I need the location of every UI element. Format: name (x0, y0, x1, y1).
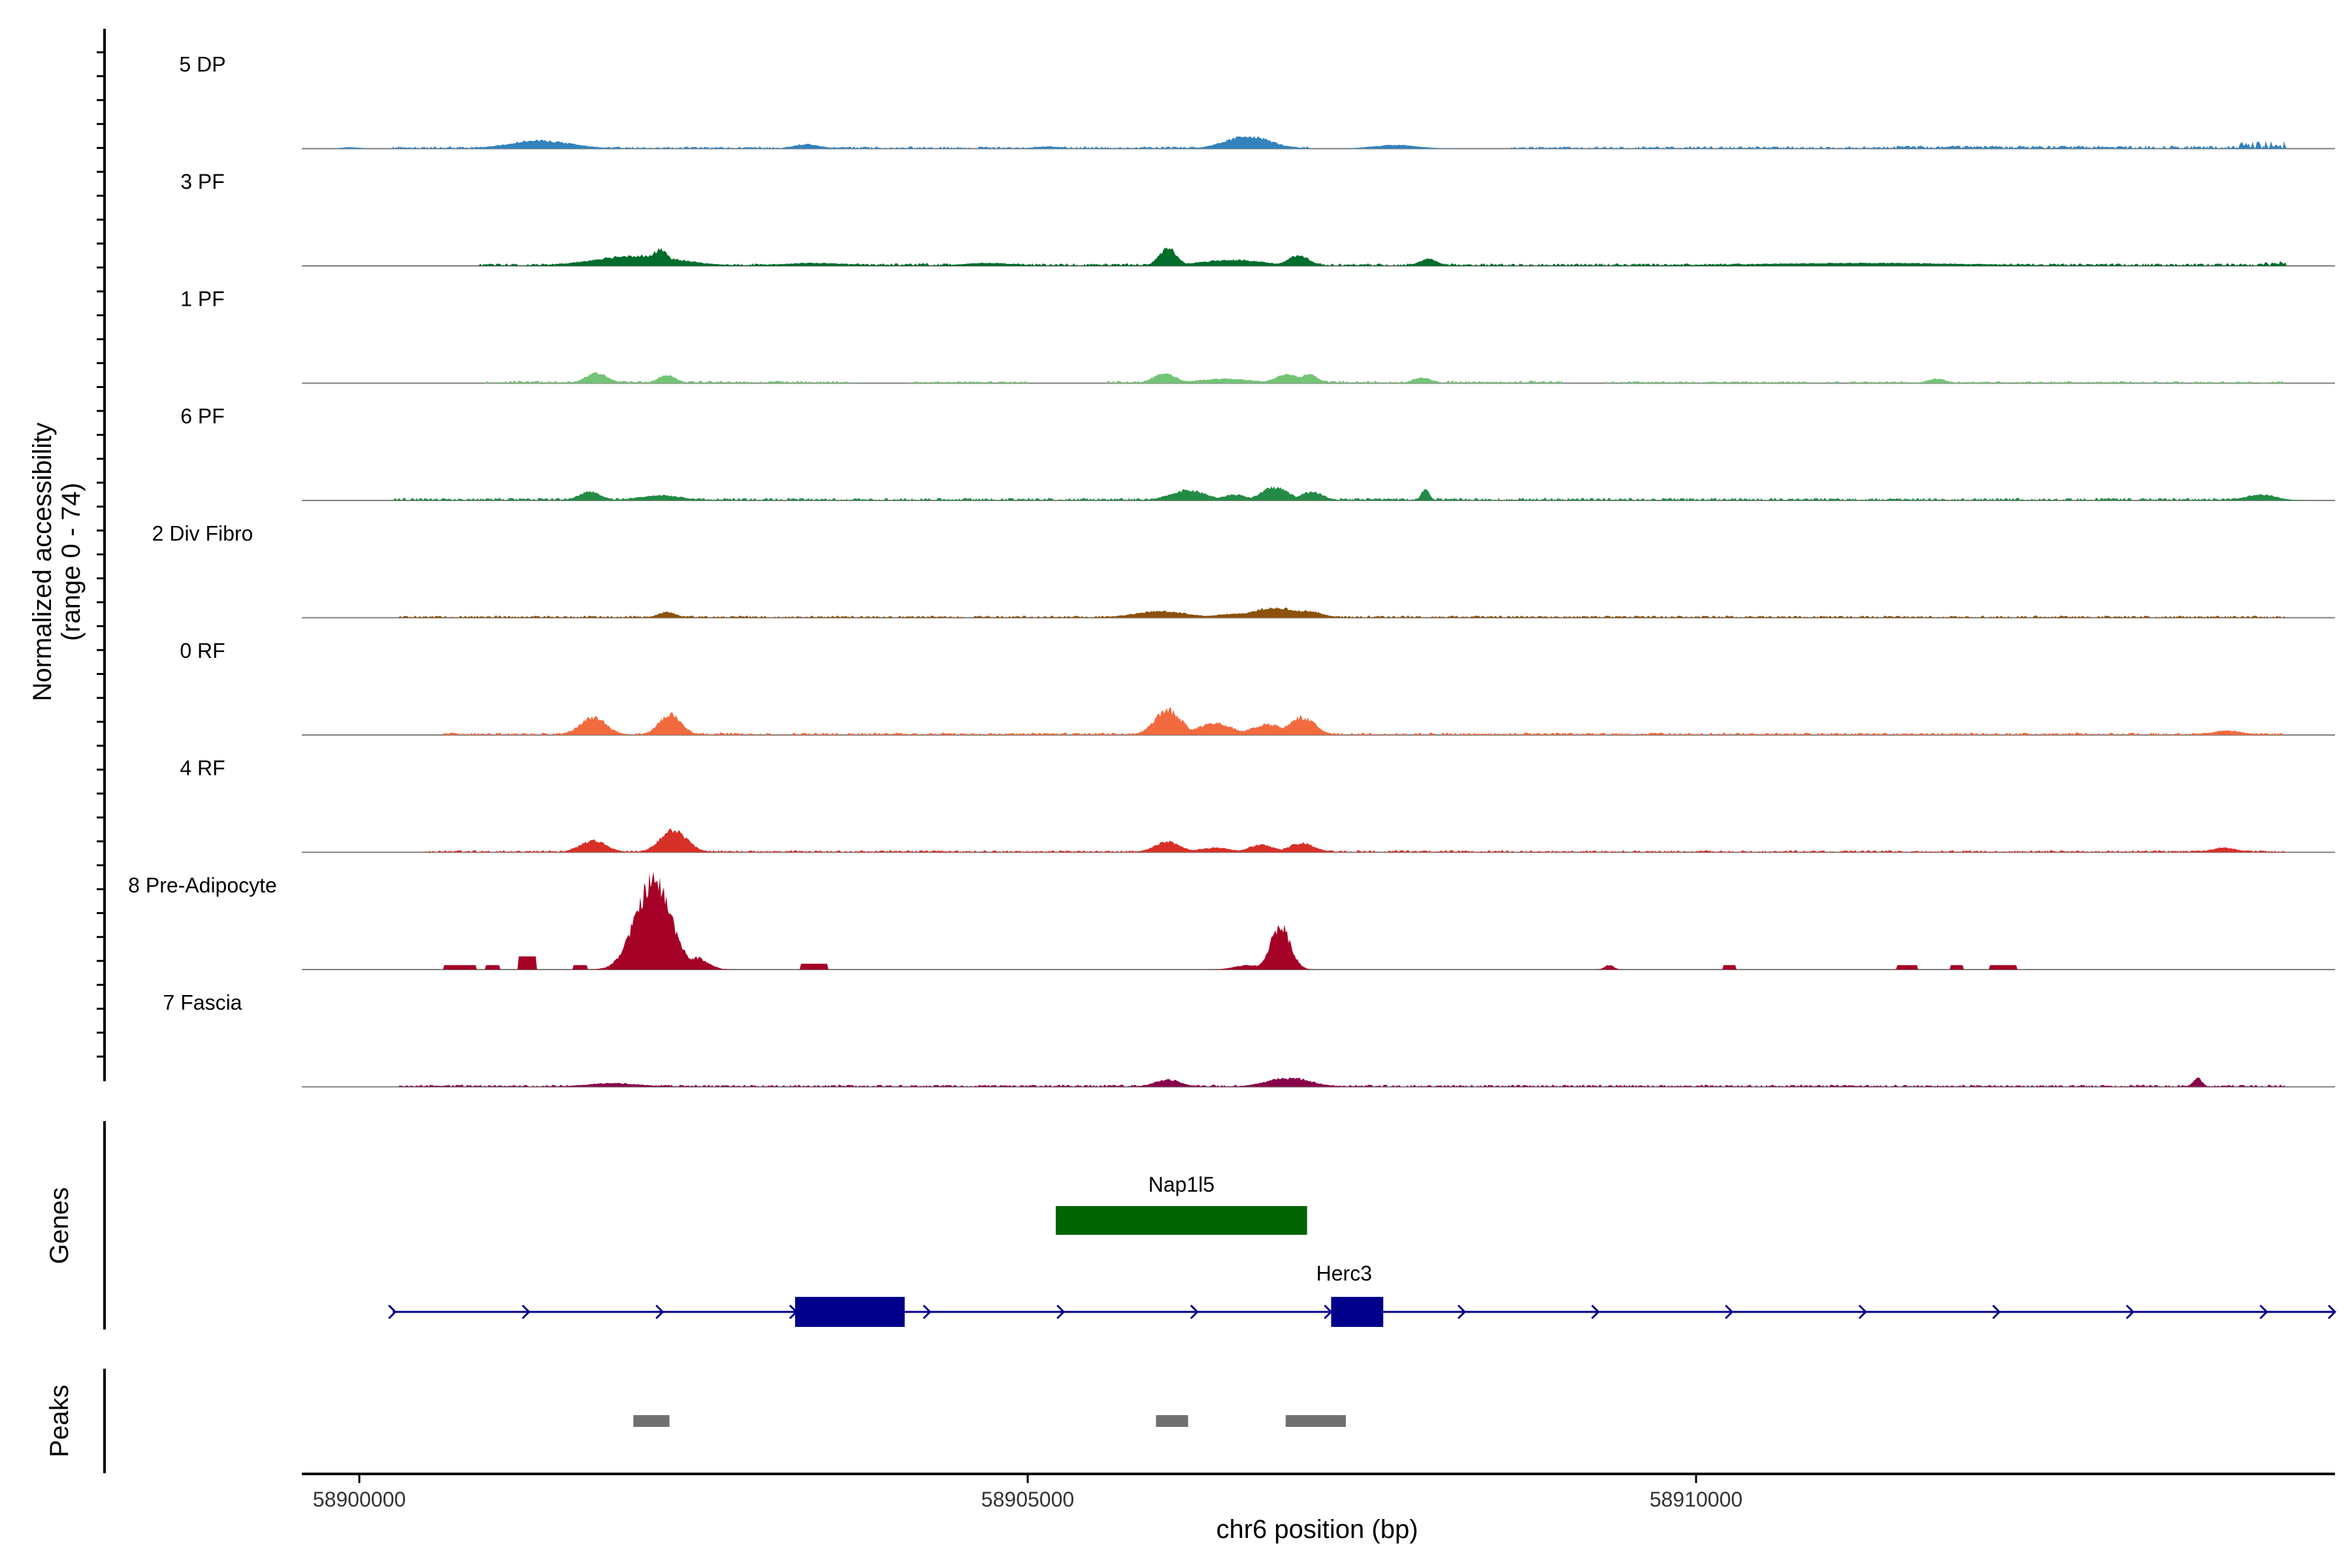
strand-arrow (388, 1304, 397, 1320)
gene-herc3: Herc3 (388, 1262, 2337, 1327)
strand-arrow (1725, 1304, 1734, 1320)
x-tick-label: 58900000 (313, 1488, 406, 1511)
gene-exon (1055, 1206, 1307, 1235)
coverage-tracks: 5 DP 3 PF 1 PF 6 PF 2 Div Fibro 0 RF 4 RF 8 Pre… (128, 53, 2335, 1088)
gene-label: Herc3 (1316, 1262, 1372, 1285)
gene-nap1l5: Nap1l5 (1055, 1173, 1307, 1235)
track-area-5 (302, 707, 2335, 735)
x-axis-title: chr6 position (bp) (1216, 1515, 1418, 1544)
strand-arrow (1324, 1304, 1333, 1320)
strand-arrow (1858, 1304, 1867, 1320)
track-area-7 (302, 872, 2335, 970)
y-axis-subtitle: (range 0 - 74) (57, 483, 86, 641)
track-label: 6 PF (180, 404, 225, 428)
strand-arrow (2259, 1304, 2268, 1320)
strand-arrow (2327, 1304, 2337, 1320)
peak-track (633, 1415, 1346, 1427)
track-0: 5 DP (179, 53, 2335, 150)
track-1: 3 PF (180, 170, 2335, 267)
track-8: 7 Fascia (163, 991, 2335, 1088)
track-area-3 (302, 486, 2335, 500)
gene-label: Nap1l5 (1149, 1173, 1215, 1196)
y-axis (97, 29, 106, 1081)
track-area-4 (302, 607, 2335, 618)
track-label: 1 PF (180, 287, 225, 311)
strand-arrow (1056, 1304, 1066, 1320)
track-label: 5 DP (179, 53, 225, 76)
peak-region (1156, 1415, 1188, 1427)
strand-arrow (1190, 1304, 1199, 1320)
strand-arrow (1992, 1304, 2001, 1320)
track-7: 8 Pre-Adipocyte (128, 872, 2335, 970)
track-6: 4 RF (180, 757, 2335, 853)
track-area-2 (302, 372, 2335, 384)
peak-region (633, 1415, 670, 1427)
track-label: 8 Pre-Adipocyte (128, 874, 277, 897)
track-area-0 (302, 136, 2335, 149)
x-tick-label: 58905000 (981, 1488, 1074, 1511)
strand-arrow (1457, 1304, 1467, 1320)
peaks-axis-title: Peaks (45, 1384, 74, 1457)
x-tick-label: 58910000 (1650, 1488, 1742, 1511)
track-4: 2 Div Fibro (152, 522, 2335, 619)
x-axis-ticks: 58900000 58905000 58910000 (313, 1474, 1742, 1511)
genes-axis-title: Genes (45, 1187, 74, 1264)
track-area-6 (302, 828, 2335, 853)
track-5: 0 RF (180, 639, 2335, 736)
peak-region (1285, 1415, 1346, 1427)
track-label: 0 RF (180, 639, 225, 662)
strand-arrow (2125, 1304, 2135, 1320)
gene-exon (1331, 1297, 1384, 1327)
gene-exon (794, 1297, 905, 1327)
track-label: 2 Div Fibro (152, 522, 253, 546)
strand-arrow (1591, 1304, 1600, 1320)
strand-arrow (521, 1304, 531, 1320)
y-axis-title: Normalized accessibility (28, 423, 57, 702)
gene-track: Nap1l5 Herc3 (388, 1173, 2337, 1327)
y-axis-title-line1: Normalized accessibility (28, 423, 57, 702)
track-3: 6 PF (180, 404, 2335, 501)
track-2: 1 PF (180, 287, 2335, 384)
track-label: 7 Fascia (163, 991, 242, 1015)
track-area-8 (302, 1077, 2335, 1087)
track-label: 3 PF (180, 170, 225, 193)
track-label: 4 RF (180, 757, 225, 780)
track-area-1 (302, 248, 2335, 266)
strand-arrow (655, 1304, 664, 1320)
strand-arrow (923, 1304, 932, 1320)
